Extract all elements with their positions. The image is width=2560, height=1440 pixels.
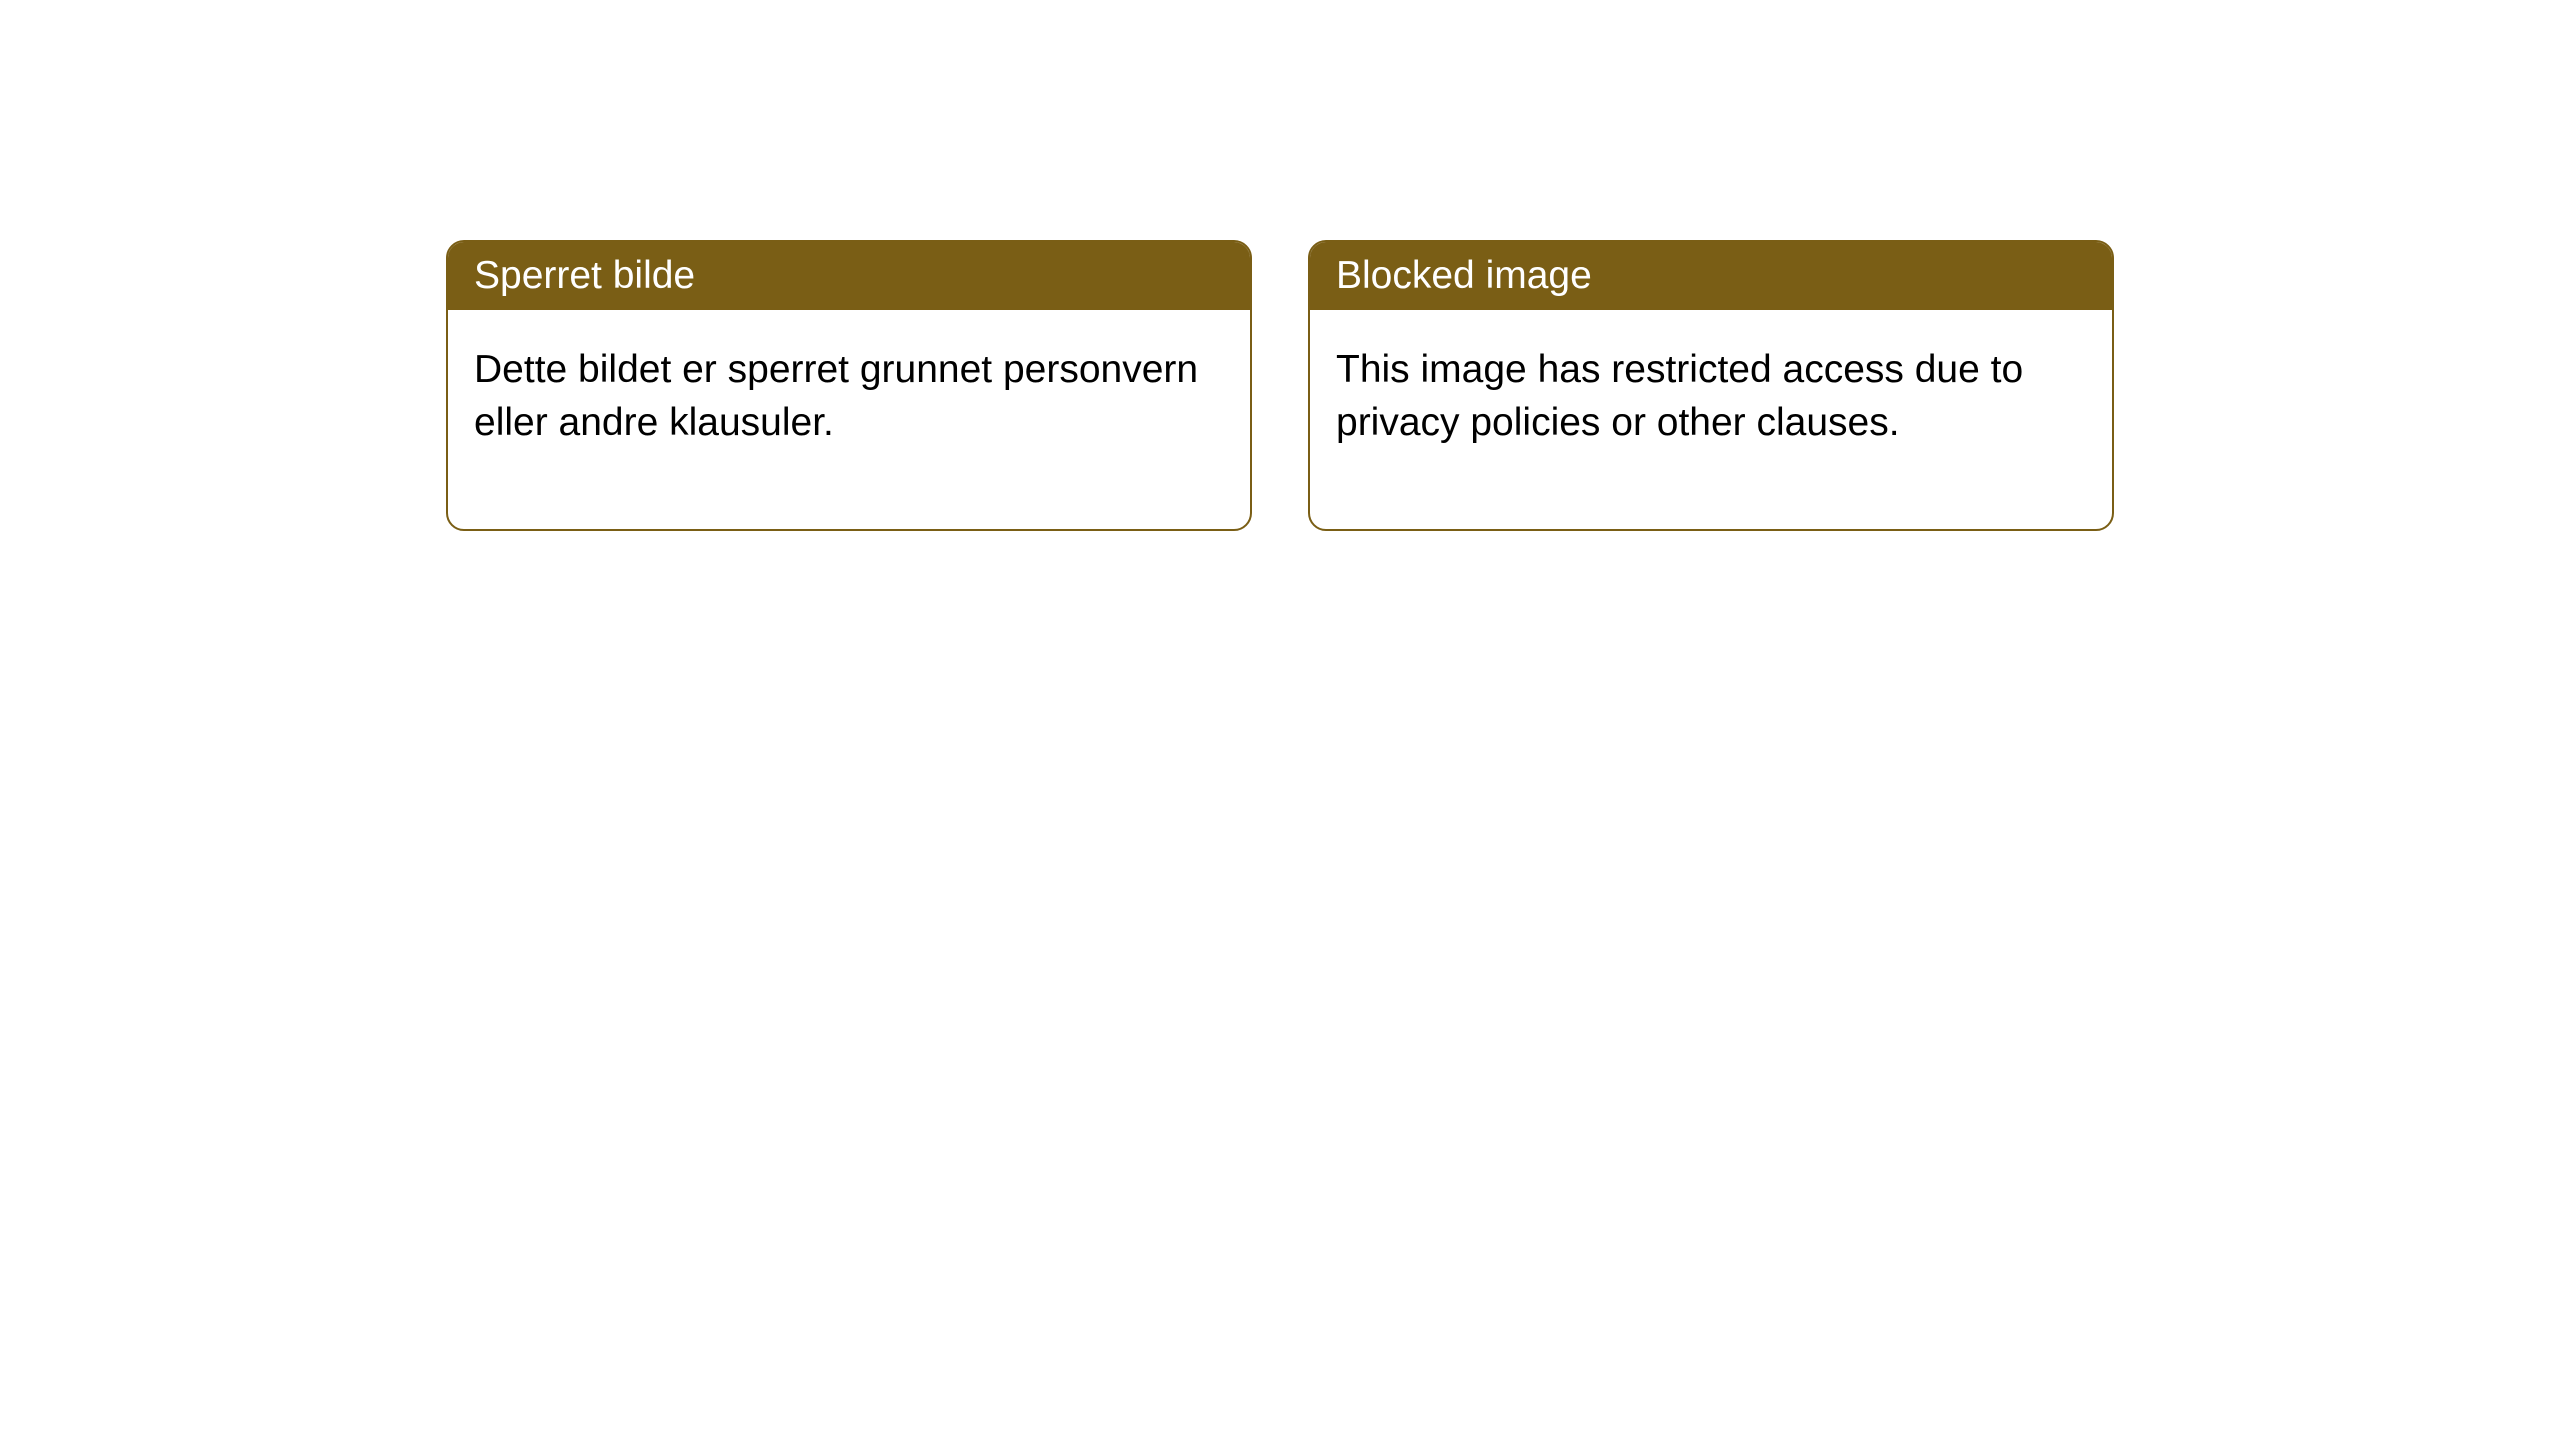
notice-title: Sperret bilde: [448, 242, 1250, 310]
notice-body: This image has restricted access due to …: [1310, 310, 2112, 529]
notice-title: Blocked image: [1310, 242, 2112, 310]
notice-container: Sperret bilde Dette bildet er sperret gr…: [0, 0, 2560, 531]
notice-card-english: Blocked image This image has restricted …: [1308, 240, 2114, 531]
notice-body: Dette bildet er sperret grunnet personve…: [448, 310, 1250, 529]
notice-card-norwegian: Sperret bilde Dette bildet er sperret gr…: [446, 240, 1252, 531]
